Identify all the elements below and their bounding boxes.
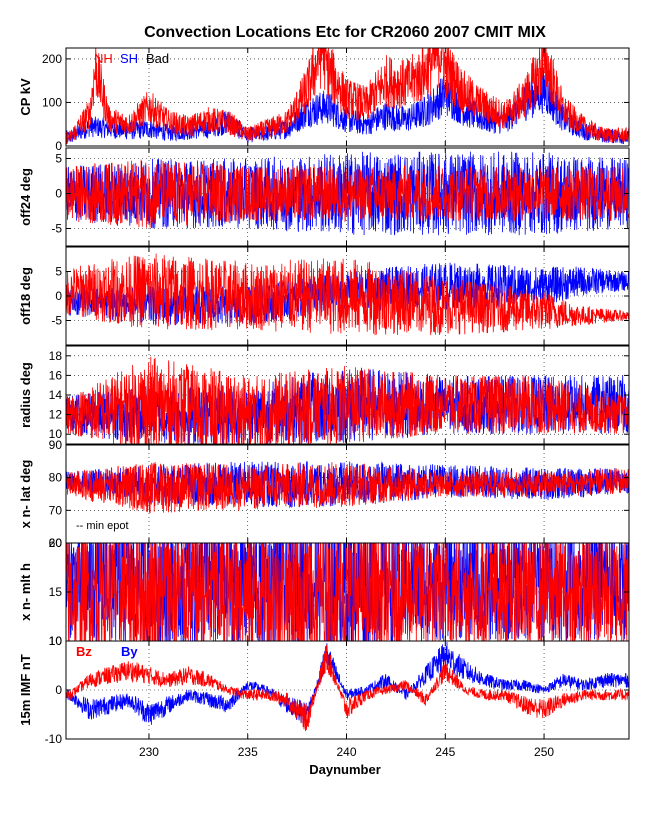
y-axis-label-radius: radius deg: [18, 362, 33, 428]
panel-imf-data: [66, 642, 629, 732]
y-tick-label: -5: [51, 314, 62, 328]
series-line-sh: [66, 67, 629, 145]
y-axis-label-mlt: x n- mlt h: [18, 563, 33, 621]
y-axis-label-cp: CP kV: [18, 78, 33, 116]
series-line-nh: [66, 461, 629, 514]
y-tick-label: -5: [51, 222, 62, 236]
y-tick-label: 5: [55, 152, 62, 166]
y-tick-label: 60: [49, 536, 63, 550]
legend-by: By: [121, 644, 138, 659]
y-tick-label: 16: [49, 368, 63, 382]
y-tick-label: 200: [42, 52, 62, 66]
y-axis-label-imf: 15m IMF nT: [18, 654, 33, 726]
y-axis-label-off18: off18 deg: [18, 267, 33, 325]
panel-radius: 10 12 14 16 18 radius deg: [18, 345, 630, 445]
series-line-nh: [66, 159, 629, 229]
y-tick-label: 18: [49, 349, 63, 363]
legend-nh: NH: [94, 51, 113, 66]
panel-frame: [65, 147, 630, 247]
legend-bz: Bz: [76, 644, 92, 659]
y-tick-label: 10: [49, 634, 63, 648]
panel-lat-data: [66, 460, 629, 514]
x-tick-label: 230: [139, 745, 159, 759]
panel-cp: 0 100 200 CP kV NH SH Bad: [18, 47, 630, 153]
x-tick-label: 245: [435, 745, 455, 759]
panel-frame: [65, 47, 630, 147]
y-tick-label: 10: [49, 427, 63, 441]
series-line-by: [66, 642, 629, 726]
y-tick-label: 90: [49, 438, 63, 452]
panel-cp-data: [66, 48, 629, 145]
y-tick-label: 0: [55, 187, 62, 201]
y-tick-label: 20: [49, 536, 63, 550]
y-tick-label: -10: [45, 732, 63, 746]
series-line-nh: [66, 356, 629, 444]
panel-mlt-data: [66, 543, 629, 641]
x-tick-label: 250: [534, 745, 554, 759]
x-tick-label: 240: [336, 745, 356, 759]
y-axis-label-off24: off24 deg: [18, 168, 33, 226]
series-line-nh: [66, 253, 629, 336]
y-tick-label: 100: [42, 95, 62, 109]
y-tick-label: 0: [55, 683, 62, 697]
panel-imf: -10 0 10 15m IMF nT Bz By: [18, 634, 630, 746]
x-axis-ticks: 230 235 240 245 250: [139, 745, 554, 759]
figure-title: Convection Locations Etc for CR2060 2007…: [144, 24, 546, 41]
x-tick-label: 235: [238, 745, 258, 759]
series-line-nh: [66, 543, 629, 641]
series-line-nh: [66, 48, 629, 145]
y-tick-label: 10: [49, 634, 63, 648]
legend-sh: SH: [120, 51, 138, 66]
panel-off24-data: [66, 151, 629, 236]
panel-lat: 60 70 80 90 x n- lat deg -- min epot: [18, 438, 630, 550]
x-axis-label: Daynumber: [309, 762, 381, 777]
panel-off18: -5 0 5 off18 deg: [18, 246, 630, 346]
series-line-bz: [66, 644, 629, 732]
panel-mlt: 10 15 20 x n- mlt h: [18, 536, 630, 648]
y-axis-label-lat: x n- lat deg: [18, 460, 33, 529]
y-tick-label: 14: [49, 388, 63, 402]
panel-radius-data: [66, 356, 629, 444]
annotation-min-epot: -- min epot: [76, 520, 129, 532]
y-tick-label: 0: [55, 139, 62, 153]
panel-off24: -5 0 5 off24 deg: [18, 147, 630, 247]
y-tick-label: 70: [49, 503, 63, 517]
legend-bad: Bad: [146, 51, 169, 66]
y-tick-label: 12: [49, 408, 63, 422]
panel-off18-data: [66, 253, 629, 336]
y-tick-label: 5: [55, 265, 62, 279]
y-tick-label: 80: [49, 471, 63, 485]
y-tick-label: 15: [49, 585, 63, 599]
y-tick-label: 0: [55, 289, 62, 303]
